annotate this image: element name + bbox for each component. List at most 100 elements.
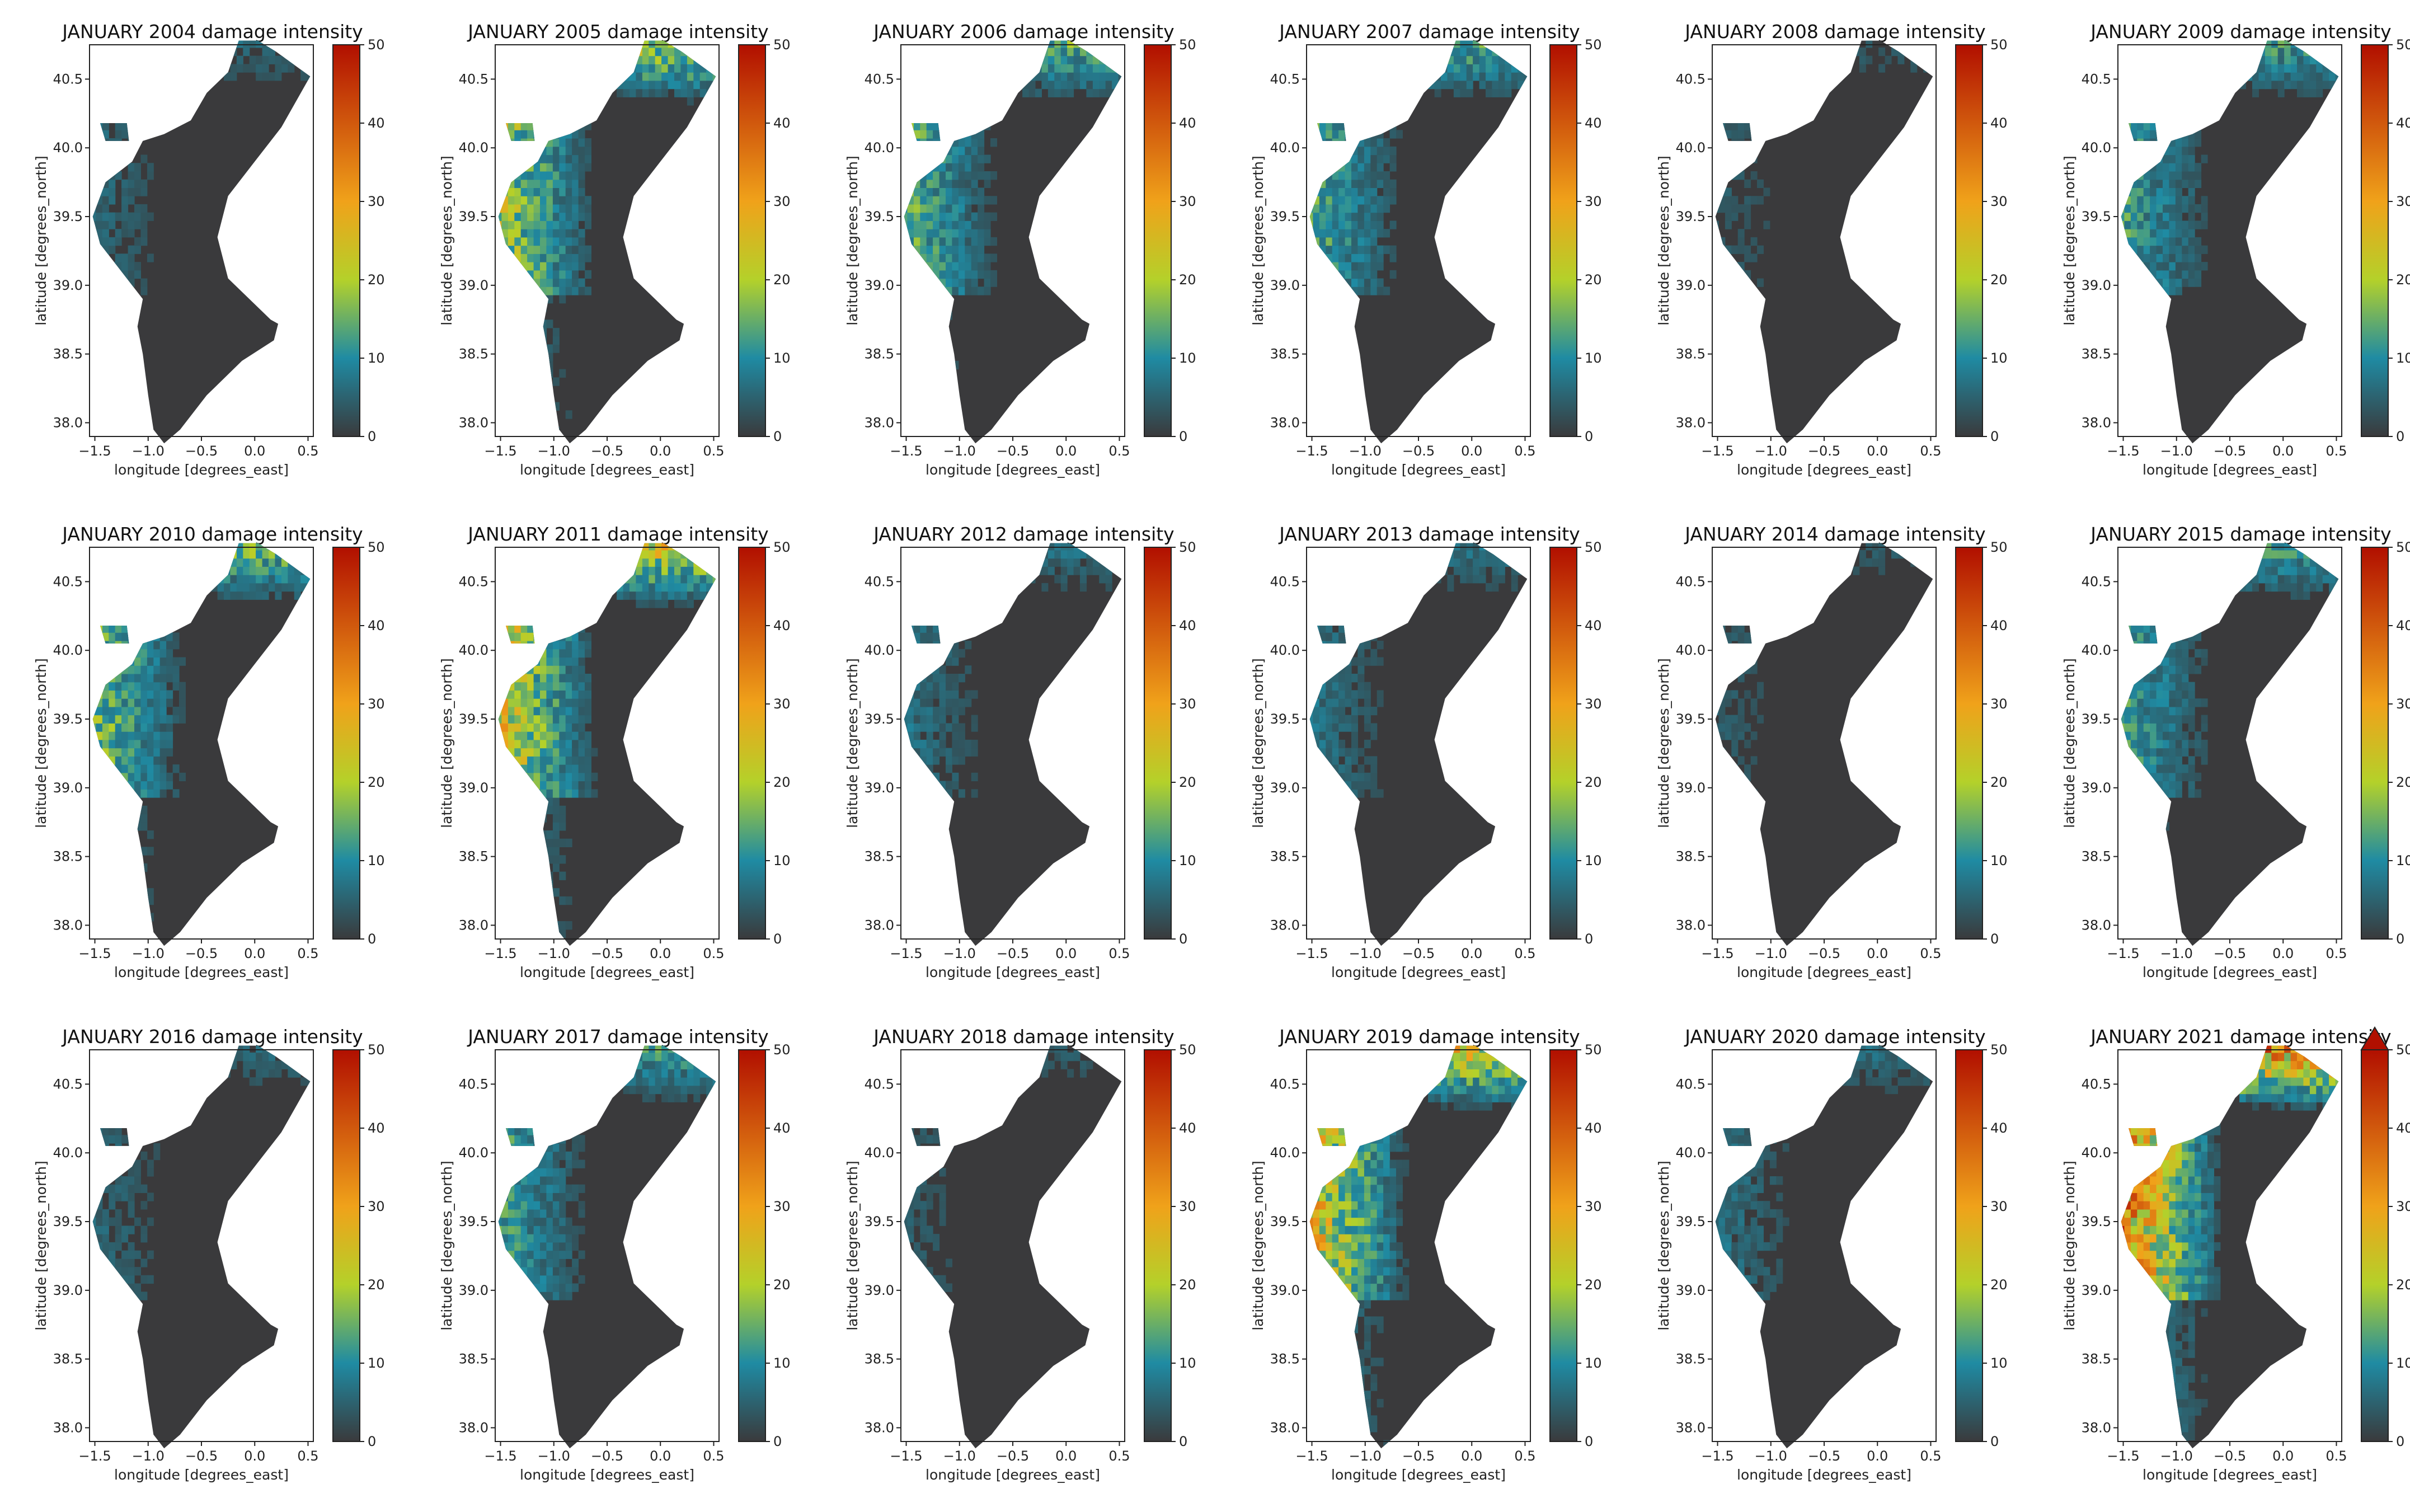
colorbar-tick-label: 30 (1990, 1199, 2008, 1214)
y-tick-label: 39.0 (2082, 1283, 2111, 1298)
colorbar: 0 10 20 30 40 50 (1144, 539, 1196, 947)
x-tick-label: 0.0 (1461, 946, 1482, 961)
x-tick-label: −1.5 (1295, 1448, 1328, 1464)
map-panel-2013: JANUARY 2013 damage intensity −1.5 −1.0 −0.… (1250, 523, 1602, 980)
y-tick-label: 38.0 (459, 917, 488, 933)
y-tick-label: 40.5 (2082, 574, 2111, 589)
x-tick-label: −0.5 (2214, 946, 2246, 961)
x-axis-label: longitude [degrees_east] (520, 964, 694, 980)
colorbar-tick-label: 10 (1585, 853, 1602, 868)
colorbar-tick-label: 50 (1179, 539, 1196, 555)
y-tick-label: 38.5 (53, 1351, 83, 1367)
x-axis-label: longitude [degrees_east] (2143, 1467, 2317, 1483)
x-tick-label: 0.5 (1108, 946, 1130, 961)
map-panel-2017: JANUARY 2017 damage intensity −1.5 −1.0 −0.… (439, 1026, 791, 1483)
map-panel-2015: JANUARY 2015 damage intensity −1.5 −1.0 −0.… (2061, 523, 2410, 980)
x-tick-label: −0.5 (591, 443, 623, 459)
y-tick-label: 39.0 (2082, 278, 2111, 293)
y-tick-label: 38.5 (1270, 346, 1300, 362)
colorbar-tick-label: 0 (1179, 1434, 1187, 1449)
colorbar-tick-label: 20 (368, 272, 385, 288)
x-tick-label: −0.5 (185, 1448, 218, 1464)
x-axis-label: longitude [degrees_east] (114, 1467, 289, 1483)
colorbar: 0 10 20 30 40 50 (332, 539, 385, 947)
colorbar: 0 10 20 30 40 50 (332, 37, 385, 444)
x-tick-label: 0.0 (2272, 1448, 2294, 1464)
panel-title: JANUARY 2015 damage intensity (2089, 523, 2391, 545)
colorbar-tick-label: 50 (368, 37, 385, 53)
x-tick-label: −0.5 (1808, 946, 1840, 961)
colorbar-tick-label: 10 (773, 350, 791, 366)
colorbar-tick-label: 10 (1179, 1355, 1196, 1371)
colorbar-tick-label: 20 (368, 1277, 385, 1293)
map-panel-2008: JANUARY 2008 damage intensity −1.5 −1.0 −0.… (1656, 21, 2008, 478)
x-tick-label: −1.5 (1701, 946, 1733, 961)
y-tick-label: 40.5 (865, 574, 894, 589)
x-tick-label: −0.5 (2214, 1448, 2246, 1464)
colorbar-tick-label: 0 (1990, 931, 1999, 947)
panel-title: JANUARY 2011 damage intensity (467, 523, 768, 545)
colorbar-tick-label: 10 (1990, 1355, 2008, 1371)
colorbar-tick-label: 20 (1585, 774, 1602, 790)
colorbar-tick-label: 10 (2396, 1355, 2410, 1371)
y-tick-label: 38.5 (1676, 849, 1706, 865)
colorbar-extend-arrow (2360, 1026, 2389, 1050)
y-tick-label: 38.0 (1676, 1420, 1706, 1435)
y-tick-label: 38.0 (53, 917, 83, 933)
y-tick-label: 38.0 (2082, 415, 2111, 430)
colorbar: 0 10 20 30 40 50 (1144, 37, 1196, 444)
colorbar-tick-label: 30 (773, 1199, 791, 1214)
y-tick-label: 38.5 (459, 849, 488, 865)
y-tick-label: 39.0 (1676, 1283, 1706, 1298)
y-tick-label: 38.5 (53, 346, 83, 362)
map-panel-2010: JANUARY 2010 damage intensity −1.5 −1.0 −0.… (33, 523, 385, 980)
colorbar-tick-label: 40 (1990, 115, 2008, 131)
colorbar-tick-label: 30 (2396, 696, 2410, 712)
x-tick-label: −0.5 (1402, 443, 1435, 459)
y-tick-label: 39.5 (865, 711, 894, 727)
y-tick-label: 40.5 (2082, 71, 2111, 87)
colorbar-tick-label: 40 (1179, 1120, 1196, 1136)
x-tick-label: −1.0 (1349, 1448, 1382, 1464)
panel-title: JANUARY 2004 damage intensity (61, 21, 363, 43)
colorbar-tick-label: 20 (773, 774, 791, 790)
x-tick-label: −0.5 (185, 443, 218, 459)
panel-title: JANUARY 2012 damage intensity (872, 523, 1174, 545)
y-axis-label: latitude [degrees_north] (1250, 658, 1266, 828)
colorbar-tick-label: 0 (2396, 429, 2404, 444)
colorbar-tick-label: 20 (773, 272, 791, 288)
colorbar-tick-label: 0 (773, 931, 782, 947)
x-tick-label: −1.0 (132, 1448, 165, 1464)
map-panel-2021: JANUARY 2021 damage intensity −1.5 −1.0 −0.… (2061, 1026, 2410, 1483)
y-tick-label: 38.5 (865, 1351, 894, 1367)
y-tick-label: 39.5 (459, 1214, 488, 1229)
y-tick-label: 39.0 (1270, 780, 1300, 796)
panel-title: JANUARY 2021 damage intensity (2089, 1026, 2391, 1048)
x-tick-label: 0.0 (2272, 946, 2294, 961)
y-tick-label: 39.0 (1676, 278, 1706, 293)
x-tick-label: −0.5 (1402, 946, 1435, 961)
colorbar-tick-label: 10 (1179, 853, 1196, 868)
colorbar-tick-label: 50 (1585, 37, 1602, 53)
colorbar: 0 10 20 30 40 50 (1144, 1042, 1196, 1449)
x-tick-label: −1.5 (484, 1448, 516, 1464)
panel-title: JANUARY 2019 damage intensity (1278, 1026, 1580, 1048)
colorbar-tick-label: 20 (1990, 774, 2008, 790)
x-tick-label: 0.5 (297, 1448, 318, 1464)
x-tick-label: 0.5 (1108, 443, 1130, 459)
y-tick-label: 40.5 (1676, 574, 1706, 589)
region-shape (92, 40, 311, 444)
y-tick-label: 40.5 (459, 71, 488, 87)
y-tick-label: 40.5 (53, 71, 83, 87)
colorbar-tick-label: 10 (1585, 350, 1602, 366)
y-tick-label: 39.0 (1270, 1283, 1300, 1298)
y-tick-label: 39.0 (865, 780, 894, 796)
panel-title: JANUARY 2010 damage intensity (61, 523, 363, 545)
panel-title: JANUARY 2017 damage intensity (467, 1026, 768, 1048)
map-panel-2009: JANUARY 2009 damage intensity −1.5 −1.0 −0.… (2061, 21, 2410, 478)
x-tick-label: −0.5 (997, 1448, 1029, 1464)
x-tick-label: −1.5 (2107, 946, 2139, 961)
colorbar-tick-label: 50 (1585, 1042, 1602, 1058)
map-panel-2014: JANUARY 2014 damage intensity −1.5 −1.0 −0.… (1656, 523, 2008, 980)
